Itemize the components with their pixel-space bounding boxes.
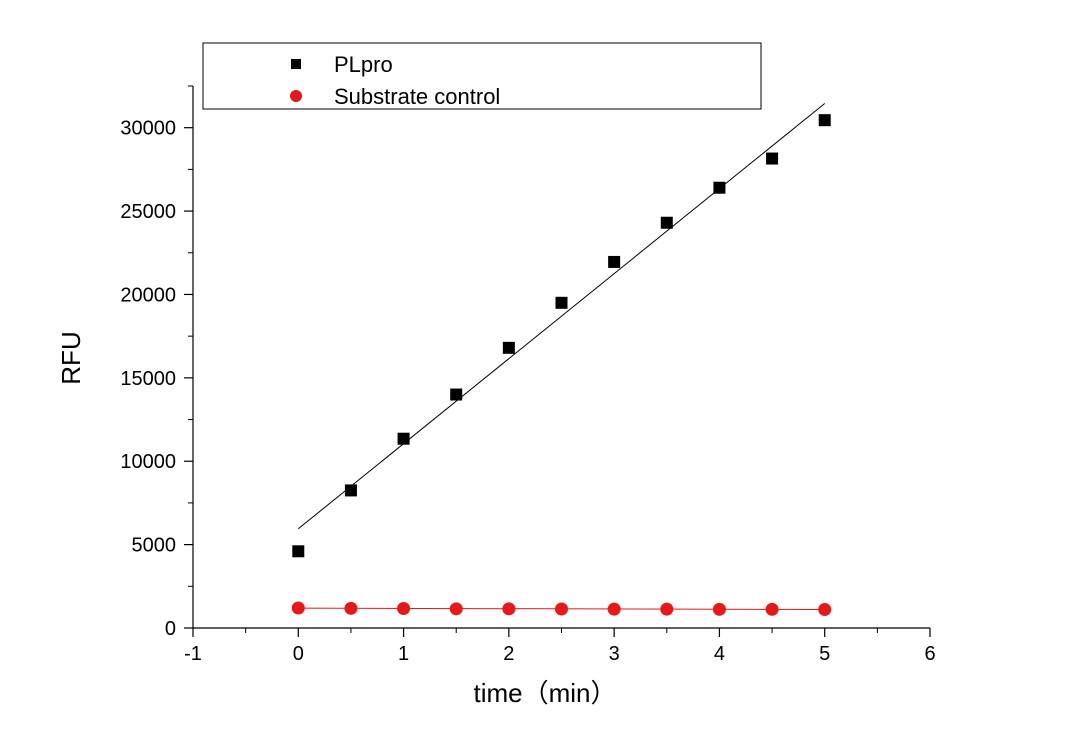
x-tick-label: 3 [609,643,620,665]
x-tick-label: 6 [924,643,935,665]
fit-line-0 [297,103,826,530]
y-tick-label: 15000 [120,368,176,390]
legend-label: Substrate control [334,84,500,109]
point-plpro [397,432,410,445]
point-substrate-control [502,602,516,616]
x-tick-label: 1 [398,643,409,665]
point-substrate-control [712,602,726,616]
ticks: -1 0 1 2 3 4 5 6 0 5000 10000 15000 20000 25000 30000 [120,85,936,665]
legend-marker-plpro [291,59,301,69]
x-tick-label: 4 [714,643,725,665]
y-tick-label: 0 [165,618,176,640]
data-points [291,114,832,616]
point-plpro [344,484,357,497]
legend-marker-substrate-control [290,90,302,102]
point-substrate-control [555,602,568,616]
point-substrate-control [818,602,832,616]
point-plpro [450,388,463,401]
point-plpro [766,152,779,165]
point-plpro [660,216,673,229]
legend-label: PLpro [334,52,393,77]
y-tick-label: 10000 [120,451,176,473]
x-tick-label: 5 [819,643,830,665]
point-plpro [608,255,621,268]
point-plpro [818,114,831,127]
x-tick-label: -1 [184,643,202,665]
y-tick-label: 25000 [120,201,176,223]
y-tick-label: 20000 [120,284,176,306]
point-plpro [713,181,726,194]
point-substrate-control [660,602,674,616]
x-tick-label: 2 [503,643,514,665]
point-substrate-control [449,602,463,616]
point-substrate-control [607,602,621,616]
point-plpro [502,341,515,354]
point-substrate-control [291,601,305,615]
point-plpro [292,545,305,558]
fit-lines [297,103,826,610]
point-substrate-control [397,601,411,615]
point-substrate-control [344,601,358,615]
x-tick-label: 0 [293,643,304,665]
x-axis-title: time（min） [473,678,616,708]
point-substrate-control [765,602,779,616]
y-axis-title: RFU [56,331,86,384]
y-tick-label: 30000 [120,118,176,140]
y-tick-label: 5000 [132,535,177,557]
legend: PLpro Substrate control [202,42,762,110]
point-plpro [555,296,568,309]
